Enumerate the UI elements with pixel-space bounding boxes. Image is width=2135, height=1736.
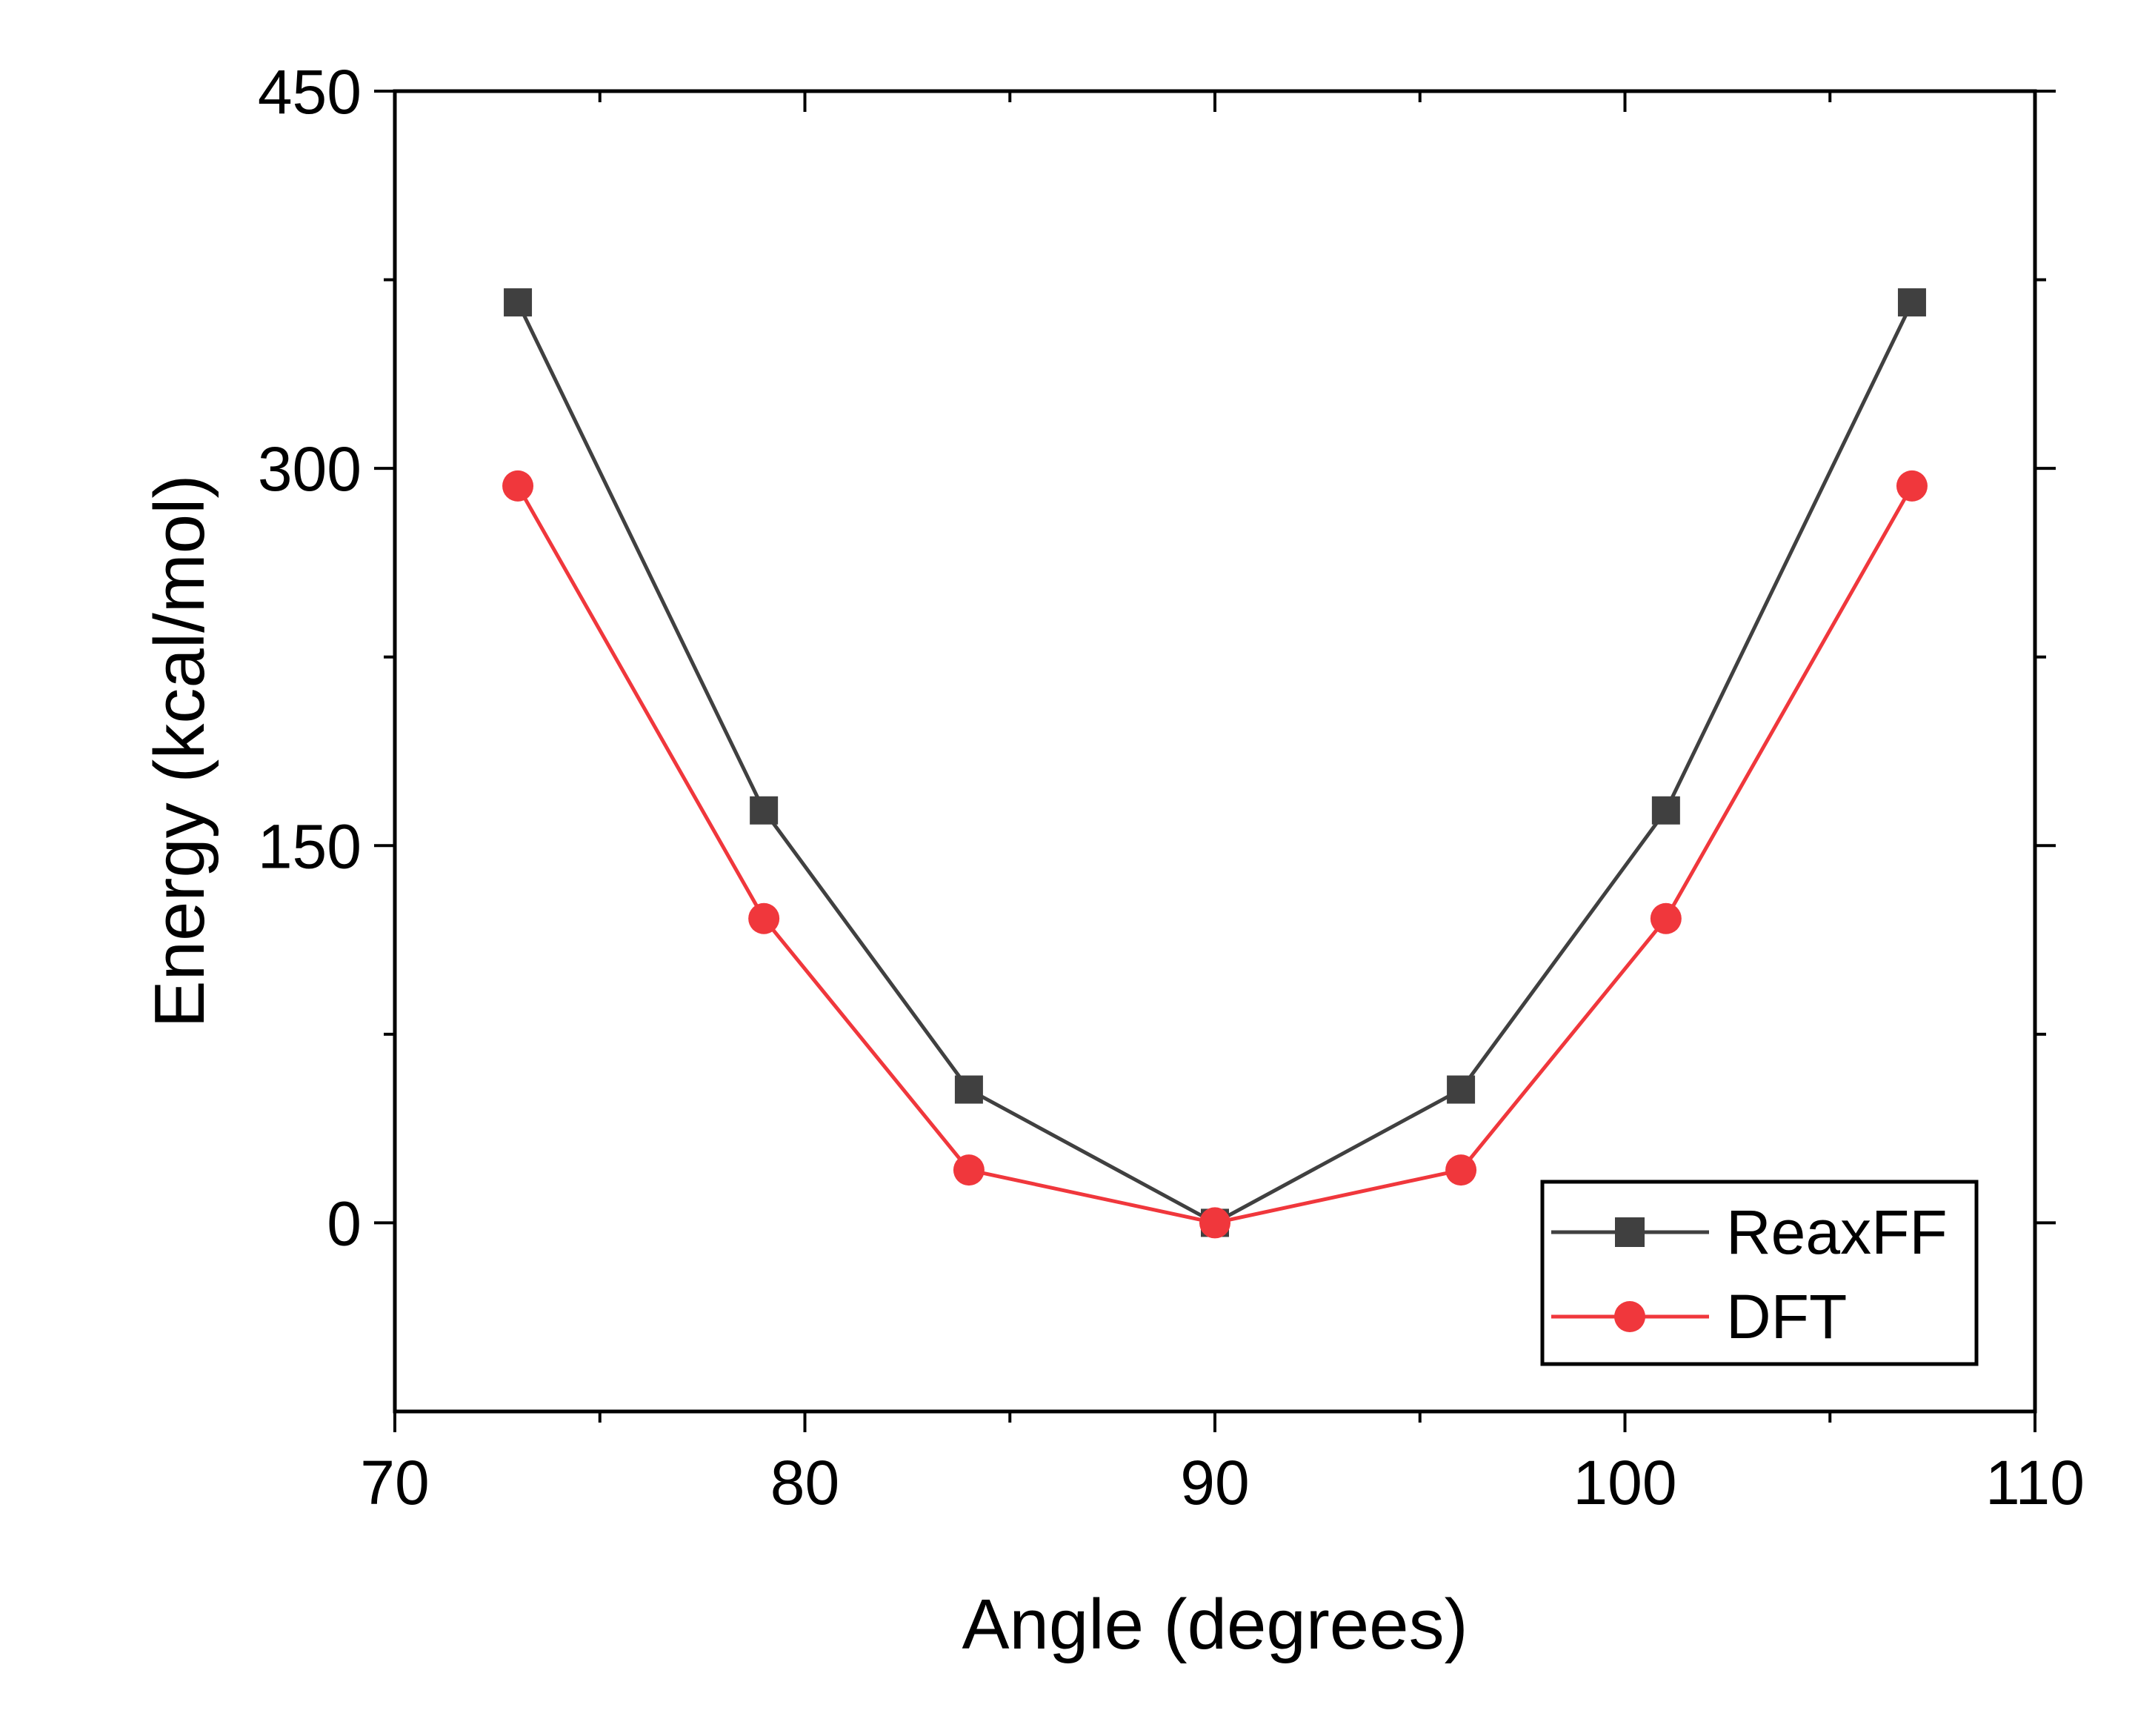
data-point-reaxff bbox=[1651, 796, 1680, 825]
y-axis-title: Energy (kcal/mol) bbox=[140, 475, 219, 1028]
legend-dft-label: DFT bbox=[1726, 1282, 1847, 1351]
x-tick-label: 80 bbox=[770, 1448, 839, 1517]
x-tick-label: 90 bbox=[1180, 1448, 1249, 1517]
data-point-dft bbox=[502, 470, 534, 502]
data-point-dft bbox=[748, 902, 780, 934]
data-point-reaxff bbox=[1897, 288, 1926, 317]
data-point-reaxff bbox=[750, 796, 779, 825]
legend: ReaxFF DFT bbox=[1540, 1180, 1979, 1366]
x-axis-title: Angle (degrees) bbox=[962, 1585, 1468, 1664]
data-point-reaxff bbox=[954, 1075, 983, 1104]
data-point-dft bbox=[953, 1154, 985, 1186]
y-tick-label: 150 bbox=[258, 811, 362, 881]
series-dft bbox=[502, 470, 1928, 1239]
data-point-dft bbox=[1650, 902, 1682, 934]
data-point-dft bbox=[1199, 1207, 1230, 1239]
y-tick-label: 450 bbox=[258, 57, 362, 127]
x-tick-label: 110 bbox=[1985, 1448, 2085, 1517]
legend-dft-marker bbox=[1614, 1301, 1645, 1332]
legend-box bbox=[1540, 1180, 1979, 1366]
x-tick-label: 100 bbox=[1573, 1448, 1676, 1517]
legend-reaxff-marker bbox=[1615, 1217, 1645, 1247]
y-tick-label: 0 bbox=[327, 1188, 362, 1258]
data-point-reaxff bbox=[1447, 1075, 1476, 1104]
data-point-reaxff bbox=[504, 288, 533, 317]
legend-reaxff-label: ReaxFF bbox=[1726, 1197, 1948, 1267]
series-layer bbox=[502, 288, 1928, 1239]
y-tick-label: 300 bbox=[258, 434, 362, 504]
data-point-dft bbox=[1896, 470, 1928, 502]
axis-ticks: 70 80 90 100 110 0 150 300 450 bbox=[258, 57, 2085, 1517]
x-tick-label: 70 bbox=[360, 1448, 429, 1517]
data-point-dft bbox=[1445, 1154, 1477, 1186]
